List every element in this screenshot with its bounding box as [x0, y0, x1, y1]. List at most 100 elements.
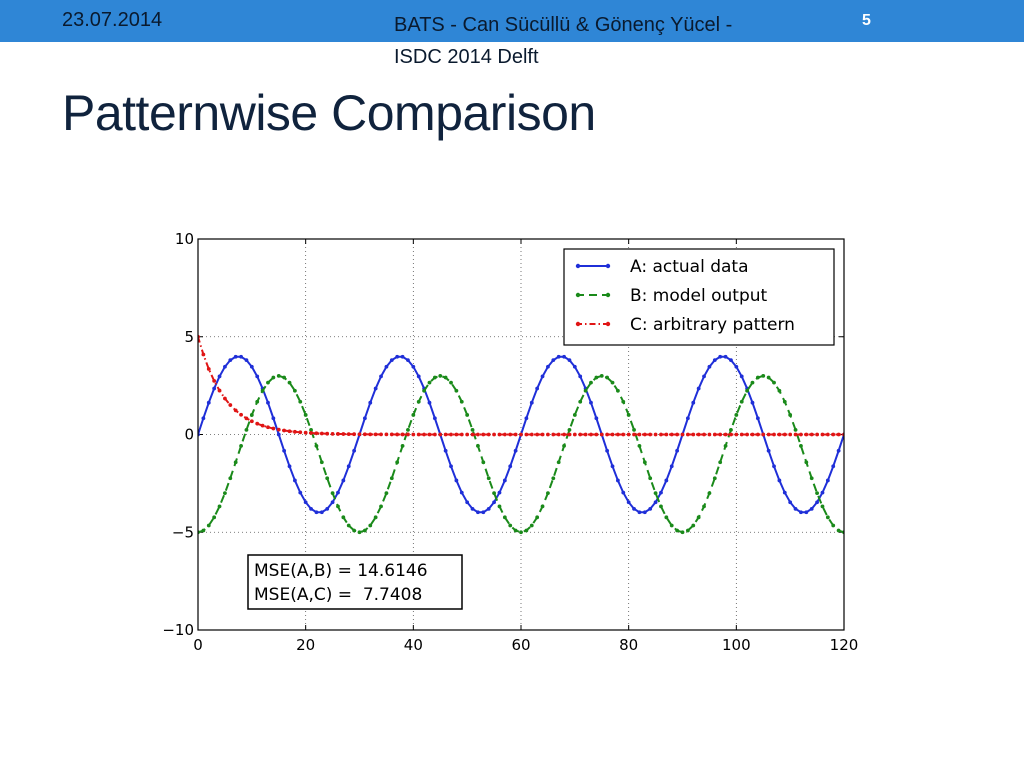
- data-point: [653, 432, 658, 437]
- data-point: [729, 427, 733, 432]
- x-tick-label: 80: [619, 636, 638, 654]
- data-point: [659, 504, 663, 509]
- data-point: [793, 427, 798, 432]
- data-point: [546, 491, 550, 496]
- data-point: [594, 375, 599, 380]
- data-point: [761, 373, 766, 378]
- data-point: [659, 490, 663, 495]
- data-point: [362, 416, 367, 421]
- legend-marker: [575, 263, 581, 269]
- data-point: [696, 432, 701, 437]
- data-point: [319, 510, 324, 515]
- data-point: [454, 432, 459, 437]
- data-point: [777, 432, 782, 437]
- data-point: [718, 354, 723, 359]
- data-point: [825, 478, 830, 483]
- data-point: [492, 500, 496, 505]
- slide-number: 5: [862, 12, 871, 29]
- data-point: [599, 432, 604, 437]
- data-point: [255, 421, 260, 426]
- line-chart: 0 20 40 60 80 100 120 10 5 0 −5 −10 A: actual data B:…: [162, 230, 858, 654]
- data-point: [524, 432, 529, 437]
- data-point: [567, 427, 572, 432]
- data-point: [239, 412, 243, 417]
- data-point: [422, 432, 426, 437]
- data-point: [519, 432, 523, 437]
- y-tick-label: 10: [175, 230, 194, 248]
- data-point: [223, 491, 227, 496]
- data-point: [809, 432, 814, 437]
- data-point: [422, 388, 426, 393]
- data-point: [831, 432, 836, 437]
- data-point: [642, 510, 647, 515]
- data-point: [228, 358, 233, 363]
- data-point: [572, 364, 577, 369]
- data-point: [287, 380, 292, 385]
- data-point: [513, 448, 518, 453]
- x-tick-label: 60: [511, 636, 530, 654]
- data-point: [626, 413, 631, 417]
- data-point: [691, 400, 696, 405]
- data-point: [271, 426, 276, 431]
- data-point: [712, 358, 717, 363]
- data-point: [696, 386, 701, 391]
- data-point: [755, 416, 760, 421]
- legend: A: actual data B: model output C: arbitrar…: [563, 248, 835, 346]
- slide-title: Patternwise Comparison: [62, 85, 596, 141]
- data-point: [459, 399, 464, 404]
- data-point: [535, 515, 540, 520]
- data-point: [352, 528, 357, 533]
- data-point: [476, 510, 480, 515]
- data-point: [836, 528, 841, 533]
- legend-marker: [605, 321, 611, 327]
- data-point: [454, 388, 459, 393]
- data-point: [336, 432, 340, 436]
- data-point: [793, 432, 798, 437]
- data-point: [373, 432, 378, 437]
- plot-frame: [197, 238, 845, 631]
- data-point: [400, 443, 405, 448]
- data-point: [594, 416, 599, 421]
- data-point: [502, 478, 507, 483]
- data-point: [648, 432, 653, 437]
- data-point: [379, 374, 383, 379]
- x-tick-label: 0: [193, 636, 203, 654]
- data-point: [642, 432, 647, 437]
- data-point: [303, 413, 308, 417]
- data-point: [212, 515, 217, 520]
- data-point: [605, 432, 610, 437]
- data-point: [319, 460, 324, 465]
- data-point: [637, 432, 642, 437]
- data-point: [815, 432, 819, 437]
- data-point: [508, 464, 513, 469]
- data-point: [411, 413, 416, 417]
- data-point: [400, 354, 405, 359]
- data-point: [718, 460, 723, 465]
- data-point: [616, 432, 620, 437]
- data-point: [648, 476, 653, 481]
- data-point: [362, 528, 367, 533]
- data-point: [470, 432, 475, 437]
- data-point: [750, 380, 755, 385]
- data-point: [696, 515, 701, 520]
- header-date: 23.07.2014: [62, 9, 163, 31]
- data-point: [567, 358, 572, 363]
- data-point: [723, 443, 728, 448]
- data-point: [319, 431, 324, 436]
- data-point: [309, 431, 313, 435]
- data-point: [562, 443, 566, 448]
- data-point: [836, 448, 841, 453]
- x-tick-label: 20: [296, 636, 315, 654]
- data-point: [836, 432, 841, 437]
- data-point: [201, 528, 206, 533]
- series-c: [198, 334, 844, 437]
- y-tick-label: −5: [172, 523, 194, 541]
- data-point: [772, 464, 776, 469]
- data-point: [723, 432, 728, 437]
- data-point: [702, 504, 706, 509]
- data-point: [815, 491, 819, 496]
- data-point: [546, 432, 550, 437]
- data-point: [212, 386, 217, 391]
- data-point: [481, 460, 486, 465]
- data-point: [605, 448, 610, 453]
